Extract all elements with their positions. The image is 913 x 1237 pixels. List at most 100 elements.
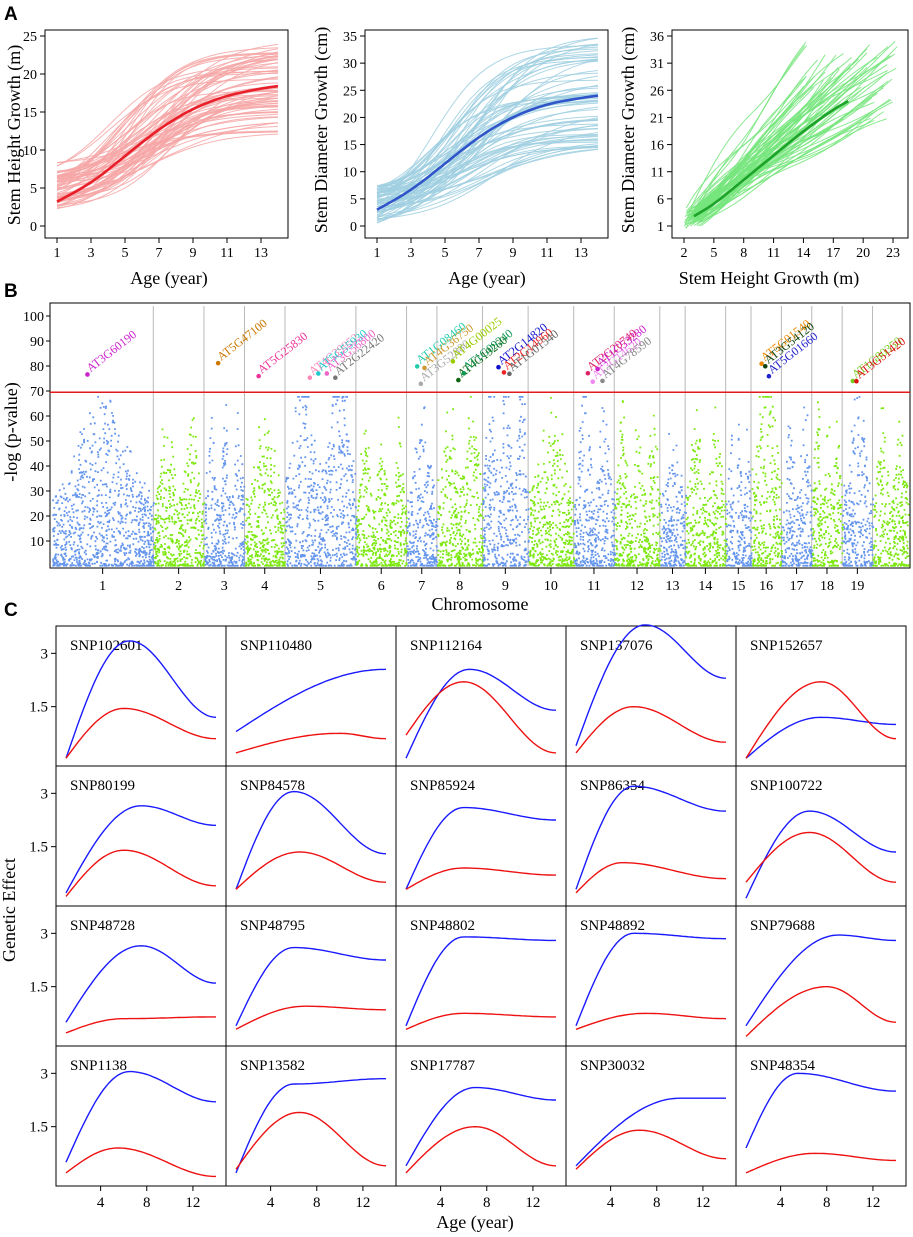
individual-growth-curve (56, 67, 279, 199)
x-tick-label: 5 (122, 246, 129, 261)
individual-growth-curve (376, 117, 599, 220)
chromosome-label: 16 (759, 579, 773, 594)
chromosome-snp-points (685, 406, 728, 567)
chromosome-label: 13 (665, 579, 679, 594)
significant-snp (422, 365, 427, 371)
x-tick-label: 12 (185, 1195, 200, 1211)
effect-cell: SNP48728 1.5 3 (29, 905, 227, 1047)
y-tick-label: 20 (343, 111, 357, 126)
effect-cell: SNP48802 (395, 905, 567, 1047)
individual-growth-curve (56, 69, 279, 174)
individual-growth-curve (56, 76, 279, 187)
effect-cell: SNP84578 (225, 765, 397, 907)
snp-label: SNP112164 (410, 638, 482, 654)
x-tick-label: 4 (777, 1195, 785, 1211)
individual-growth-curve (685, 45, 806, 212)
chromosome-label: 4 (261, 579, 268, 594)
blue-effect-curve (745, 1072, 896, 1149)
red-effect-curve (405, 867, 556, 890)
blue-effect-curve (405, 668, 557, 759)
y-tick-label: 15 (23, 106, 37, 121)
x-tick-label: 2 (681, 246, 688, 261)
x-tick-label: 11 (540, 246, 553, 261)
significant-snp (600, 378, 605, 384)
individual-growth-curve (684, 56, 878, 218)
y-tick-label: 30 (343, 57, 357, 72)
y-tick-label: 1.5 (29, 1120, 48, 1136)
y-tick-label: 20 (23, 68, 37, 83)
individual-growth-curve (689, 110, 874, 224)
chromosome-snp-points (437, 396, 485, 567)
chromosome-snp-points (52, 396, 155, 567)
effect-cell: SNP13582 4 8 12 (225, 1045, 397, 1211)
blue-effect-curve (65, 1070, 217, 1163)
blue-effect-curve (65, 945, 217, 1023)
significant-snp (324, 371, 330, 376)
individual-growth-curve (56, 43, 279, 176)
significant-snp (316, 371, 321, 376)
x-tick-label: 23 (886, 246, 900, 261)
a2-x-axis-title: Age (year) (448, 268, 525, 289)
gene-label: AT3G51420 (853, 334, 908, 382)
individual-growth-curve (684, 98, 891, 229)
significant-snp (854, 378, 859, 384)
snp-label: SNP48802 (410, 918, 475, 934)
snp-label: SNP30032 (580, 1058, 645, 1074)
chromosome-label: 7 (418, 579, 425, 594)
individual-growth-curve (56, 104, 279, 209)
y-tick-label: 26 (650, 84, 664, 99)
chromosome-label: 17 (790, 579, 804, 594)
gene-annotations: AT3G60190 AT5G47100AT5G25830AT4G39952AT5G… (84, 314, 908, 387)
significant-snp (496, 364, 501, 370)
y-tick-label: 16 (650, 139, 664, 154)
mean-growth-curve (376, 94, 599, 211)
individual-growth-curve (56, 78, 279, 167)
x-tick-label: 4 (607, 1195, 615, 1211)
red-effect-curve (65, 707, 217, 759)
blue-effect-curve (235, 946, 386, 1027)
red-effect-curve (405, 681, 557, 754)
x-tick-label: 13 (254, 246, 268, 261)
y-tick-label: 10 (30, 535, 44, 550)
significant-snp (418, 381, 424, 387)
blue-effect-curve (405, 936, 556, 1027)
x-tick-label: 4 (97, 1195, 105, 1211)
individual-growth-curve (56, 66, 279, 167)
chromosome-snp-points (725, 423, 753, 567)
snp-label: SNP79688 (750, 918, 815, 934)
red-effect-curve (65, 1147, 216, 1178)
y-tick-label: 100 (23, 310, 44, 325)
blue-effect-curve (575, 932, 726, 1027)
individual-growth-curve (689, 99, 892, 225)
a1-x-axis-title: Age (year) (130, 268, 207, 289)
individual-growth-curve (56, 97, 279, 181)
chromosome-snp-points (204, 404, 247, 567)
snp-label: SNP100722 (750, 778, 823, 794)
y-tick-label: 40 (30, 460, 44, 475)
effect-cell-frame (735, 1045, 907, 1187)
chromosome-label: 18 (820, 579, 834, 594)
individual-growth-curve (56, 116, 279, 177)
snp-label: SNP1138 (70, 1058, 127, 1074)
y-tick-label: 3 (41, 1066, 49, 1082)
chromosome-snp-points (660, 433, 687, 567)
y-tick-label: 35 (343, 30, 357, 45)
effect-cell: SNP110480 (225, 625, 397, 767)
individual-growth-curve (376, 115, 599, 195)
x-tick-label: 13 (574, 246, 588, 261)
significant-snp (850, 378, 856, 384)
x-tick-label: 4 (267, 1195, 275, 1211)
individual-growth-curve (376, 106, 599, 224)
a1-y-axis-title: Stem Height Growth (m) (4, 45, 25, 225)
y-tick-label: 10 (343, 166, 357, 181)
blue-effect-curve (65, 640, 217, 759)
significant-snp (766, 373, 772, 379)
chromosome-snp-points (285, 396, 358, 567)
panel-letter-c: C (4, 600, 18, 621)
chromosome-snp-points (842, 396, 875, 567)
x-tick-label: 12 (695, 1195, 710, 1211)
effect-cell: SNP86354 (565, 765, 737, 907)
individual-growth-curve (376, 54, 599, 194)
